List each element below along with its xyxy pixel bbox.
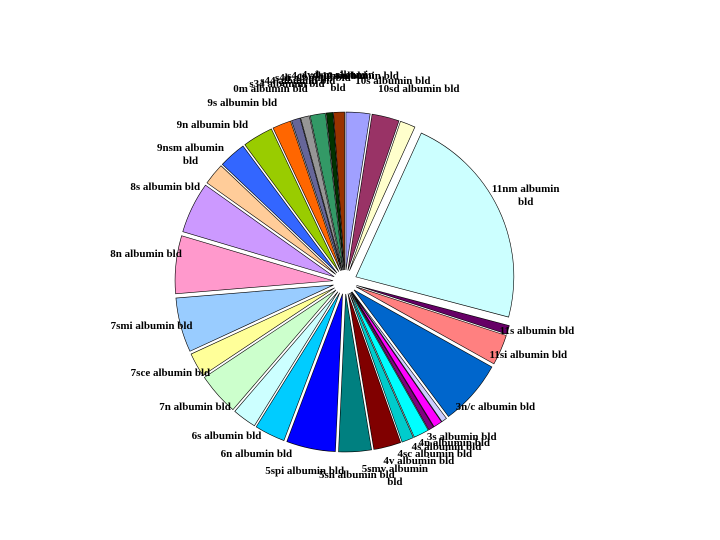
slice-label: 5spi albumin bld: [265, 464, 345, 477]
pie-slice: [333, 111, 345, 271]
pie-slice: [255, 292, 340, 441]
slice-label: 8s albumin bld: [130, 181, 201, 194]
pie-slice: [234, 291, 339, 427]
slice-label: s4cc albumin bld: [287, 69, 367, 82]
slice-label: 11si albumin bld: [489, 349, 568, 361]
slice-label: 3s albumin bld: [426, 431, 497, 444]
slice-label: s44 albumin bld: [260, 74, 336, 87]
pie-slice: [347, 293, 402, 450]
slice-label: 10s albumin bld: [355, 74, 431, 87]
pie-slice: [338, 293, 372, 453]
pie-slice: [190, 287, 335, 376]
slice-label: 10n albumin bld: [321, 69, 399, 82]
slice-label: 4sc albumin bld: [397, 447, 473, 460]
pie-slice: [174, 235, 334, 295]
slice-label: 0m albumin bld: [233, 83, 308, 96]
pie-slice: [356, 285, 510, 335]
slice-label: s34 albumin bld: [249, 77, 325, 90]
slice-label: 9s albumin bld: [207, 97, 278, 110]
pie-slice: [325, 112, 345, 271]
slice-label: s4h albumin bld: [274, 71, 351, 84]
slice-label: 7smi albumin bld: [110, 319, 193, 332]
pie-slice: [286, 293, 343, 452]
slice-label: 6n albumin bld: [220, 448, 293, 461]
slice-label: 3n/c albumin bld: [455, 400, 536, 413]
slice-label: 5sn albumin bld: [318, 468, 395, 481]
slice-label: 7sce albumin bld: [130, 366, 211, 379]
pie-slice: [351, 291, 447, 423]
pie-slice: [345, 111, 371, 271]
pie-slice: [347, 113, 400, 271]
slice-label: 11s albumin bld: [499, 325, 575, 338]
slice-label: 4n albumin bld: [418, 436, 491, 449]
pie-slice: [355, 286, 507, 365]
slice-label: 9n albumin bld: [176, 119, 249, 132]
slice-label: 10sd albumin bld: [378, 83, 460, 96]
pie-slice: [204, 289, 337, 411]
slice-label: 7n albumin bld: [159, 401, 231, 414]
slice-label: 4v albumin bld: [383, 454, 455, 467]
slice-label: 11nm albumin bld: [491, 183, 560, 209]
pie-slice: [206, 165, 336, 275]
slice-label: 4s albumin bld: [411, 441, 482, 454]
pie-slice: [350, 292, 429, 438]
pie-slice: [291, 117, 342, 271]
slice-label: 9nsm albumin bld: [157, 141, 224, 167]
pie-slice: [309, 112, 344, 271]
pie-slice: [351, 291, 442, 428]
slice-label: 5smv albumin bld: [361, 462, 429, 488]
pie-slice: [300, 115, 343, 271]
pie-slice: [182, 184, 335, 278]
pie-slice: [244, 128, 340, 272]
pie-slice: [355, 132, 515, 318]
pie-slice: [272, 120, 341, 271]
pie-slice: [221, 145, 338, 274]
pie-slice: [349, 120, 416, 271]
pie-slice: [175, 284, 334, 352]
pie-slice: [349, 293, 414, 443]
pie-slice: [350, 292, 435, 431]
slice-label: 4vdsm albumin bld: [301, 69, 375, 95]
pie-slice: [353, 289, 493, 417]
slice-label: 6s albumin bld: [191, 430, 262, 443]
slice-label: 8n albumin bld: [110, 248, 182, 261]
